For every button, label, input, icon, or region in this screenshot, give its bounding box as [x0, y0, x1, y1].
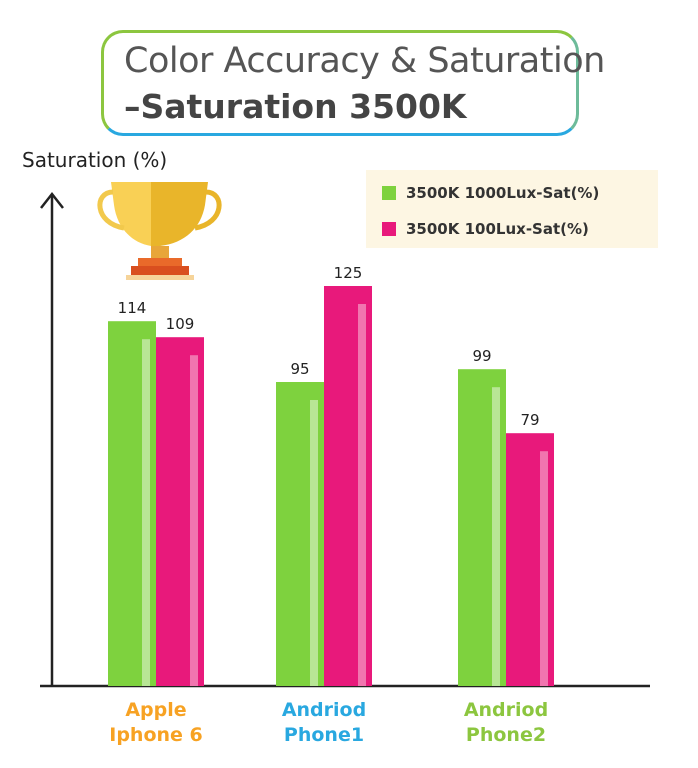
x-tick-label: Andriod Phone1	[254, 698, 394, 748]
x-tick-label-line: Andriod	[463, 699, 549, 721]
bar-highlight	[190, 355, 198, 686]
value-label: 99	[472, 347, 491, 365]
bar-highlight	[142, 339, 150, 686]
bar-highlight	[492, 387, 500, 686]
bar-series-2-cat-2	[324, 286, 372, 686]
bar-series-2-cat-3	[506, 433, 554, 686]
trophy-icon	[97, 182, 222, 280]
x-tick-label: Apple Iphone 6	[86, 698, 226, 748]
value-label: 114	[118, 299, 147, 317]
x-tick-label-line: Phone2	[465, 724, 547, 746]
chart-title-box: Color Accuracy & Saturation –Saturation …	[101, 30, 605, 136]
chart-subtitle: –Saturation 3500K	[124, 87, 467, 126]
bar-series-1-cat-3	[458, 369, 506, 686]
bar-series-1-cat-2	[276, 382, 324, 686]
x-tick-label: Andriod Phone2	[436, 698, 576, 748]
legend-item-series-1: 3500K 1000Lux-Sat(%)	[382, 183, 599, 203]
value-label: 125	[334, 264, 363, 282]
y-axis-arrow	[40, 191, 64, 209]
bars	[108, 286, 554, 686]
legend-label-series-1: 3500K 1000Lux-Sat(%)	[406, 184, 600, 202]
x-tick-label-line: Iphone 6	[109, 724, 203, 746]
legend-swatch-green	[382, 186, 396, 200]
legend-item-series-2: 3500K 100Lux-Sat(%)	[382, 219, 589, 239]
bar-highlight	[358, 304, 366, 686]
bar-series-2-cat-1	[156, 337, 204, 686]
bar-series-1-cat-1	[108, 321, 156, 686]
bar-highlight	[540, 451, 548, 686]
chart-title: Color Accuracy & Saturation	[124, 41, 605, 81]
value-label: 95	[290, 360, 309, 378]
x-tick-label-line: Apple	[125, 699, 187, 721]
legend-swatch-pink	[382, 222, 396, 236]
y-axis-label: Saturation (%)	[22, 148, 168, 172]
x-tick-label-line: Phone1	[283, 724, 365, 746]
value-labels: 114 109 95 125 99 79	[118, 264, 540, 429]
x-tick-label-line: Andriod	[281, 699, 367, 721]
legend-label-series-2: 3500K 100Lux-Sat(%)	[406, 220, 589, 238]
bar-highlight	[310, 400, 318, 686]
legend: 3500K 1000Lux-Sat(%) 3500K 100Lux-Sat(%)	[366, 170, 658, 248]
value-label: 109	[166, 315, 195, 333]
value-label: 79	[520, 411, 539, 429]
